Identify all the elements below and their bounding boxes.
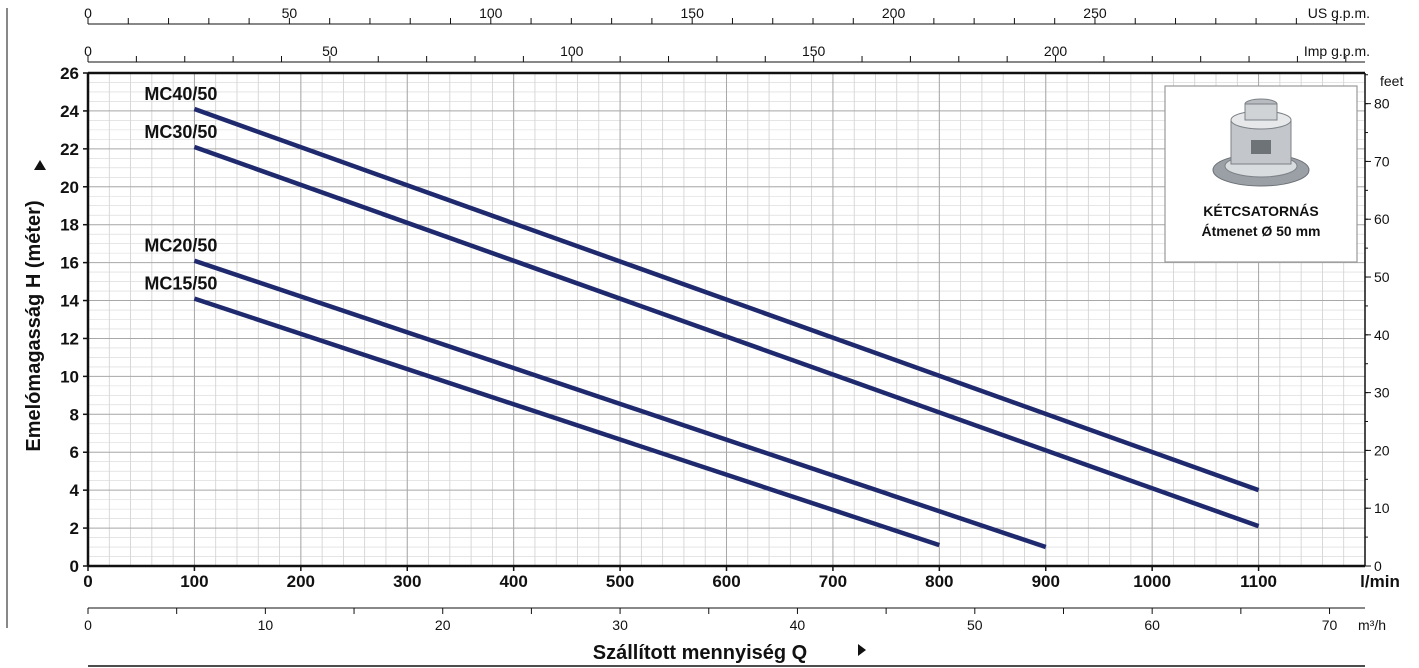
m3h-axis-tick-label: 10 bbox=[258, 617, 274, 633]
product-inset: KÉTCSATORNÁS Átmenet Ø 50 mm bbox=[1164, 85, 1358, 263]
series-label: MC40/50 bbox=[144, 84, 217, 104]
feet-tick-label: 60 bbox=[1374, 211, 1390, 227]
feet-tick-label: 80 bbox=[1374, 96, 1390, 112]
y-tick-label: 8 bbox=[70, 405, 79, 424]
imp-gpm-axis-tick-label: 50 bbox=[322, 43, 338, 59]
y-tick-label: 4 bbox=[70, 481, 80, 500]
us-gpm-axis-tick-label: 50 bbox=[282, 5, 298, 21]
series-label: MC30/50 bbox=[144, 122, 217, 142]
x-axis-arrow-icon bbox=[858, 644, 866, 656]
y-tick-label: 18 bbox=[60, 216, 79, 235]
m3h-axis-tick-label: 70 bbox=[1322, 617, 1338, 633]
m3h-axis-tick-label: 30 bbox=[612, 617, 628, 633]
y-tick-label: 10 bbox=[60, 367, 79, 386]
series-line-mc15-50 bbox=[193, 296, 941, 548]
x-tick-label: 700 bbox=[819, 572, 847, 591]
us-gpm-axis-tick-label: 100 bbox=[479, 5, 503, 21]
imp-gpm-axis-tick-label: 100 bbox=[560, 43, 584, 59]
x-tick-label: 900 bbox=[1032, 572, 1060, 591]
series-line-mc40-50 bbox=[193, 106, 1260, 493]
inset-subtitle: Átmenet Ø 50 mm bbox=[1201, 223, 1320, 239]
y-tick-label: 24 bbox=[60, 102, 79, 121]
us-gpm-axis-tick-label: 150 bbox=[681, 5, 705, 21]
x-tick-label: 1100 bbox=[1240, 572, 1277, 591]
imp-gpm-axis-tick-label: 150 bbox=[802, 43, 826, 59]
y-tick-label: 26 bbox=[60, 64, 79, 83]
series-line-mc30-50 bbox=[193, 144, 1260, 529]
x-tick-label: 200 bbox=[287, 572, 315, 591]
x-tick-label: 1000 bbox=[1133, 572, 1171, 591]
y-tick-label: 6 bbox=[70, 443, 79, 462]
x-axis-title: Szállított mennyiség Q bbox=[593, 642, 807, 664]
m3h-axis-tick-label: 50 bbox=[967, 617, 983, 633]
feet-unit-label: feet bbox=[1380, 73, 1403, 89]
us-gpm-axis-tick-label: 200 bbox=[882, 5, 906, 21]
m3h-axis-tick-label: 20 bbox=[435, 617, 451, 633]
labels: MC40/50 MC30/50 MC20/50 MC15/50 Szállított m… bbox=[23, 84, 866, 664]
m3h-axis-tick-label: 60 bbox=[1144, 617, 1160, 633]
m3h-axis-tick-label: 40 bbox=[790, 617, 806, 633]
pump-icon bbox=[1212, 98, 1310, 187]
y-axis-title: Emelómagasság H (méter) bbox=[23, 200, 45, 451]
x-unit-label: l/min bbox=[1360, 572, 1400, 591]
feet-tick-label: 50 bbox=[1374, 269, 1390, 285]
feet-tick-label: 20 bbox=[1374, 442, 1390, 458]
y-tick-label: 20 bbox=[60, 178, 79, 197]
y-tick-label: 2 bbox=[70, 519, 79, 538]
us-gpm-axis-tick-label: 0 bbox=[84, 5, 92, 21]
x-tick-label: 0 bbox=[83, 572, 92, 591]
feet-tick-label: 30 bbox=[1374, 385, 1390, 401]
us-gpm-axis-tick-label: 250 bbox=[1083, 5, 1107, 21]
y-tick-label: 12 bbox=[60, 329, 79, 348]
x-tick-label: 800 bbox=[925, 572, 953, 591]
y-tick-label: 22 bbox=[60, 140, 79, 159]
feet-tick-label: 0 bbox=[1374, 558, 1382, 574]
feet-tick-label: 10 bbox=[1374, 500, 1390, 516]
x-tick-label: 100 bbox=[180, 572, 208, 591]
imp-gpm-axis-unit-label: Imp g.p.m. bbox=[1304, 43, 1370, 59]
x-tick-label: 500 bbox=[606, 572, 634, 591]
x-tick-label: 600 bbox=[712, 572, 740, 591]
m3h-axis-tick-label: 0 bbox=[84, 617, 92, 633]
series-line-mc20-50 bbox=[193, 258, 1047, 550]
feet-tick-label: 70 bbox=[1374, 153, 1390, 169]
series-lines bbox=[193, 106, 1260, 550]
m3h-axis-unit-label: m³/h bbox=[1358, 617, 1386, 633]
feet-tick-label: 40 bbox=[1374, 327, 1390, 343]
y-tick-label: 14 bbox=[60, 292, 79, 311]
series-label: MC20/50 bbox=[144, 236, 217, 256]
x-tick-label: 400 bbox=[499, 572, 527, 591]
series-label: MC15/50 bbox=[144, 274, 217, 294]
y-tick-label: 0 bbox=[70, 557, 79, 576]
y-axis-arrow-icon bbox=[34, 160, 46, 170]
imp-gpm-axis-tick-label: 0 bbox=[84, 43, 92, 59]
us-gpm-axis-unit-label: US g.p.m. bbox=[1308, 5, 1370, 21]
x-tick-label: 300 bbox=[393, 572, 421, 591]
inset-title: KÉTCSATORNÁS bbox=[1203, 203, 1318, 219]
y-tick-label: 16 bbox=[60, 254, 79, 273]
imp-gpm-axis-tick-label: 200 bbox=[1044, 43, 1068, 59]
